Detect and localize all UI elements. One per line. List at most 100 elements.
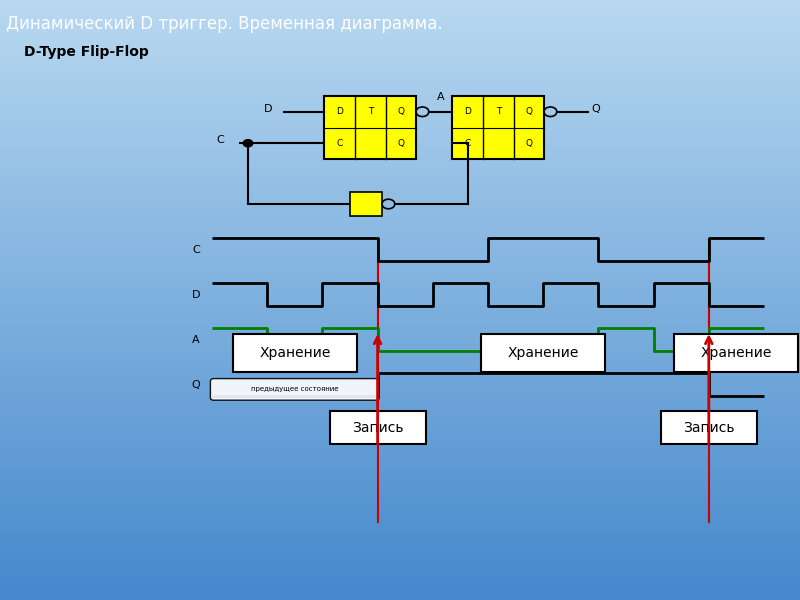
- Bar: [0, 537, 800, 540]
- Bar: [0, 159, 800, 162]
- Bar: [0, 489, 800, 492]
- Bar: [0, 306, 800, 309]
- Bar: [0, 96, 800, 99]
- Bar: [0, 513, 800, 516]
- Bar: [0, 597, 800, 600]
- Bar: [0, 573, 800, 576]
- Text: D: D: [464, 107, 471, 116]
- Bar: [0, 552, 800, 555]
- Bar: [0, 147, 800, 150]
- Bar: [0, 0, 800, 3]
- Text: Запись: Запись: [352, 421, 403, 434]
- Bar: [0, 228, 800, 231]
- Bar: [0, 405, 800, 408]
- Bar: [0, 516, 800, 519]
- Text: Хранение: Хранение: [701, 346, 772, 360]
- Bar: [0, 480, 800, 483]
- Bar: [0, 471, 800, 474]
- Text: C: C: [216, 135, 224, 145]
- Bar: [0, 327, 800, 330]
- Bar: [0, 39, 800, 42]
- Bar: [0, 531, 800, 534]
- Bar: [0, 213, 800, 216]
- Bar: [0, 318, 800, 321]
- Bar: [0, 369, 800, 372]
- Bar: [0, 231, 800, 234]
- Bar: [0, 582, 800, 585]
- Bar: [0, 360, 800, 363]
- Bar: [0, 333, 800, 336]
- Bar: [0, 315, 800, 318]
- Bar: [0, 342, 800, 345]
- Bar: [0, 246, 800, 249]
- Bar: [0, 588, 800, 591]
- Bar: [0, 459, 800, 462]
- Bar: [0, 492, 800, 495]
- Bar: [0, 81, 800, 84]
- Text: C: C: [192, 245, 200, 254]
- Bar: [0, 507, 800, 510]
- Bar: [0, 330, 800, 333]
- Bar: [0, 381, 800, 384]
- Bar: [0, 555, 800, 558]
- Bar: [0, 522, 800, 525]
- Text: Q: Q: [592, 104, 600, 114]
- Bar: [0, 42, 800, 45]
- Bar: [0, 9, 800, 12]
- Bar: [0, 141, 800, 144]
- Bar: [0, 240, 800, 243]
- Bar: [0, 372, 800, 375]
- Bar: [0, 300, 800, 303]
- Bar: [0, 135, 800, 138]
- Bar: [0, 441, 800, 444]
- Bar: [0, 108, 800, 111]
- Bar: [0, 114, 800, 117]
- Bar: [0, 69, 800, 72]
- Bar: [0, 579, 800, 582]
- Text: D: D: [336, 107, 343, 116]
- Text: Хранение: Хранение: [259, 346, 330, 360]
- Bar: [0, 195, 800, 198]
- FancyBboxPatch shape: [482, 334, 606, 372]
- Bar: [0, 465, 800, 468]
- Bar: [0, 462, 800, 465]
- Text: A: A: [437, 92, 444, 102]
- Bar: [0, 282, 800, 285]
- Bar: [0, 423, 800, 426]
- Bar: [0, 321, 800, 324]
- Text: Хранение: Хранение: [507, 346, 579, 360]
- Bar: [0, 192, 800, 195]
- Bar: [0, 78, 800, 81]
- Bar: [0, 120, 800, 123]
- Bar: [0, 420, 800, 423]
- Text: Динамический D триггер. Временная диаграмма.: Динамический D триггер. Временная диагра…: [6, 15, 443, 33]
- Bar: [0, 237, 800, 240]
- Text: предыдущее состояние: предыдущее состояние: [251, 386, 338, 392]
- Bar: [0, 477, 800, 480]
- Bar: [0, 6, 800, 9]
- Text: C: C: [337, 139, 342, 148]
- Bar: [0, 222, 800, 225]
- Bar: [0, 351, 800, 354]
- Bar: [0, 387, 800, 390]
- Bar: [0, 117, 800, 120]
- FancyBboxPatch shape: [324, 96, 416, 159]
- Bar: [0, 51, 800, 54]
- Bar: [0, 345, 800, 348]
- Bar: [0, 24, 800, 27]
- Bar: [0, 396, 800, 399]
- Bar: [0, 210, 800, 213]
- Bar: [0, 456, 800, 459]
- Bar: [0, 357, 800, 360]
- Bar: [0, 207, 800, 210]
- Bar: [0, 3, 800, 6]
- Text: Q: Q: [191, 380, 200, 389]
- Bar: [0, 402, 800, 405]
- Bar: [0, 414, 800, 417]
- Bar: [0, 267, 800, 270]
- Bar: [0, 273, 800, 276]
- Bar: [0, 54, 800, 57]
- Bar: [0, 36, 800, 39]
- Bar: [0, 339, 800, 342]
- Bar: [0, 594, 800, 597]
